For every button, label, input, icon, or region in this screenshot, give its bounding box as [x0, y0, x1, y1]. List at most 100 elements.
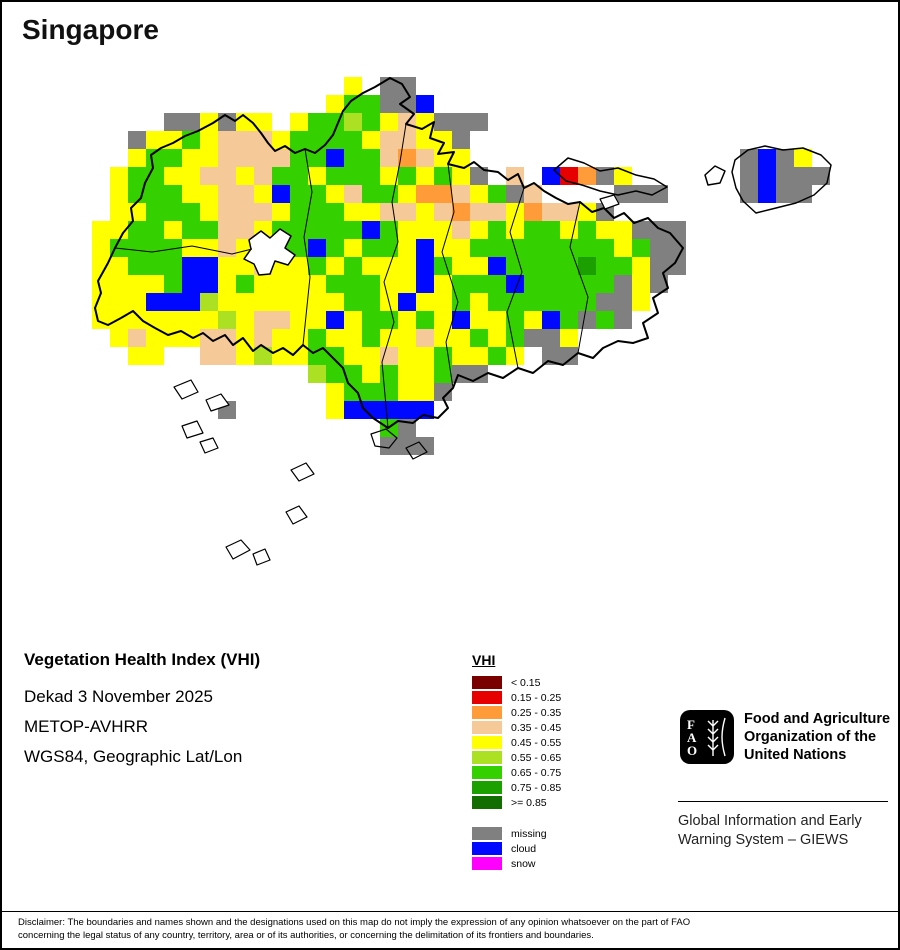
- vhi-cell: [146, 149, 164, 167]
- vhi-cell: [398, 437, 416, 455]
- vhi-cell: [236, 239, 254, 257]
- vhi-cell: [272, 131, 290, 149]
- vhi-cell: [272, 185, 290, 203]
- vhi-cell: [308, 365, 326, 383]
- vhi-cell: [776, 149, 794, 167]
- vhi-cell: [290, 203, 308, 221]
- vhi-cell: [542, 329, 560, 347]
- info-dekad: Dekad 3 November 2025: [24, 687, 214, 706]
- info-product: Vegetation Health Index (VHI): [24, 650, 261, 669]
- vhi-cell: [290, 329, 308, 347]
- vhi-cell: [380, 77, 398, 95]
- vhi-cell: [308, 203, 326, 221]
- vhi-cell: [542, 347, 560, 365]
- vhi-cell: [200, 185, 218, 203]
- vhi-cell: [416, 365, 434, 383]
- vhi-cell: [416, 95, 434, 113]
- vhi-cell: [506, 293, 524, 311]
- vhi-cell: [398, 167, 416, 185]
- vhi-cell: [470, 365, 488, 383]
- vhi-cell: [452, 221, 470, 239]
- vhi-cell: [200, 311, 218, 329]
- vhi-cell: [200, 329, 218, 347]
- legend-extra: missing cloud snow: [472, 826, 561, 871]
- vhi-cell: [308, 311, 326, 329]
- vhi-cell: [146, 329, 164, 347]
- vhi-cell: [344, 383, 362, 401]
- vhi-cell: [164, 221, 182, 239]
- vhi-cell: [488, 329, 506, 347]
- vhi-cell: [380, 365, 398, 383]
- vhi-cell: [524, 293, 542, 311]
- vhi-cell: [272, 149, 290, 167]
- fao-name: Food and Agriculture Organization of the…: [744, 711, 891, 764]
- vhi-cell: [92, 275, 110, 293]
- vhi-cell: [362, 131, 380, 149]
- legend-row: < 0.15: [472, 675, 561, 690]
- vhi-cell: [542, 293, 560, 311]
- vhi-cell: [578, 311, 596, 329]
- vhi-cell: [398, 419, 416, 437]
- vhi-cell: [452, 203, 470, 221]
- vhi-cell: [362, 239, 380, 257]
- vhi-cell: [398, 149, 416, 167]
- vhi-cell: [434, 293, 452, 311]
- vhi-cell: [362, 113, 380, 131]
- vhi-cell: [758, 185, 776, 203]
- vhi-cell: [200, 113, 218, 131]
- legend-label: 0.75 - 0.85: [511, 781, 562, 794]
- vhi-cell: [740, 149, 758, 167]
- vhi-cell: [434, 131, 452, 149]
- vhi-cell: [560, 203, 578, 221]
- vhi-cell: [128, 167, 146, 185]
- vhi-cell: [542, 221, 560, 239]
- legend-row: snow: [472, 856, 561, 871]
- vhi-cell: [416, 131, 434, 149]
- vhi-cell: [524, 275, 542, 293]
- vhi-cell: [182, 185, 200, 203]
- vhi-cell: [308, 293, 326, 311]
- legend-row: 0.35 - 0.45: [472, 720, 561, 735]
- vhi-cell: [92, 293, 110, 311]
- vhi-cell: [326, 95, 344, 113]
- legend-label: < 0.15: [511, 676, 541, 689]
- vhi-cell: [344, 203, 362, 221]
- vhi-cell: [812, 167, 830, 185]
- vhi-cell: [110, 293, 128, 311]
- vhi-cell: [380, 329, 398, 347]
- vhi-cell: [344, 149, 362, 167]
- vhi-cell: [164, 293, 182, 311]
- legend-row: 0.45 - 0.55: [472, 735, 561, 750]
- vhi-cell: [650, 239, 668, 257]
- vhi-cell: [92, 239, 110, 257]
- vhi-cell: [182, 149, 200, 167]
- vhi-cell: [128, 221, 146, 239]
- vhi-cell: [110, 185, 128, 203]
- vhi-cell: [398, 275, 416, 293]
- vhi-cell: [452, 347, 470, 365]
- vhi-cell: [398, 185, 416, 203]
- vhi-cell: [524, 311, 542, 329]
- vhi-cell: [416, 221, 434, 239]
- vhi-cell: [380, 113, 398, 131]
- vhi-cell: [434, 167, 452, 185]
- vhi-cell: [380, 401, 398, 419]
- vhi-cell: [596, 203, 614, 221]
- vhi-cell: [398, 311, 416, 329]
- vhi-cell: [650, 221, 668, 239]
- vhi-cell: [488, 185, 506, 203]
- vhi-cell: [560, 329, 578, 347]
- vhi-cell: [128, 311, 146, 329]
- disclaimer-line-2: concerning the legal status of any count…: [18, 929, 594, 941]
- vhi-cell: [362, 95, 380, 113]
- vhi-cell: [182, 113, 200, 131]
- vhi-cell: [434, 347, 452, 365]
- legend-swatch: [472, 721, 502, 734]
- legend-label: >= 0.85: [511, 796, 547, 809]
- vhi-cell: [218, 257, 236, 275]
- vhi-cell: [344, 347, 362, 365]
- vhi-cell: [470, 293, 488, 311]
- vhi-cell: [218, 329, 236, 347]
- legend-label: 0.15 - 0.25: [511, 691, 562, 704]
- vhi-cell: [596, 275, 614, 293]
